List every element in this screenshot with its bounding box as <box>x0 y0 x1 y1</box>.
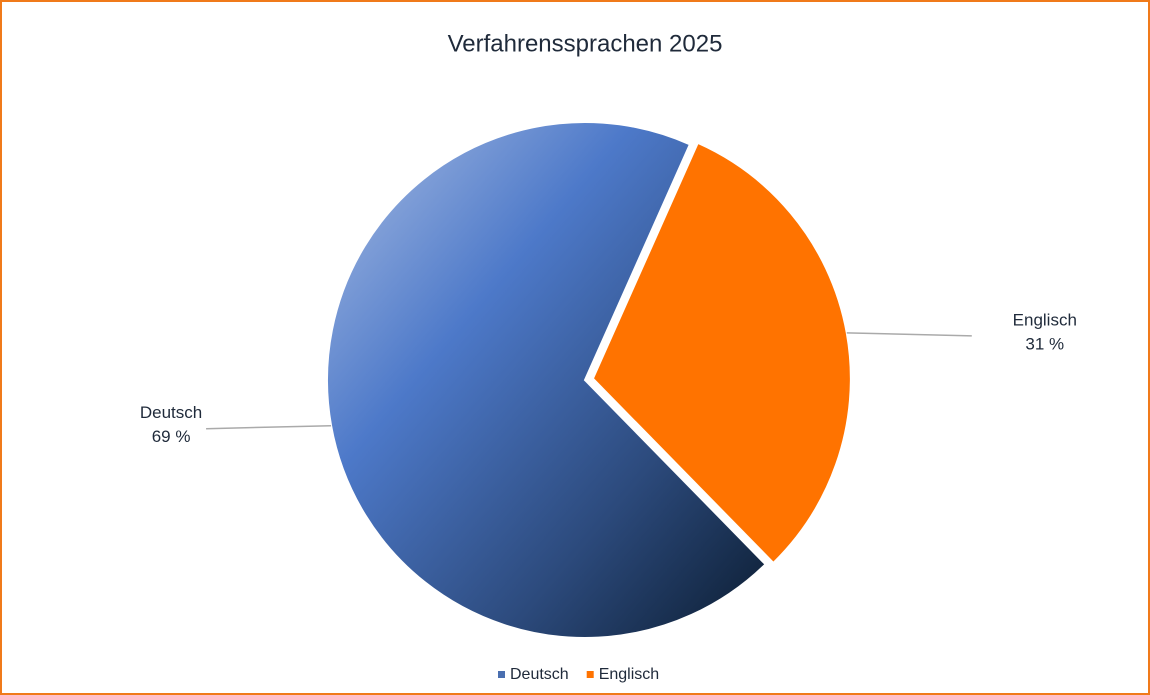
pie-slice <box>591 141 852 565</box>
leader-line <box>846 332 972 337</box>
slice-label: Englisch <box>1013 310 1077 329</box>
slice-value-label: 31 % <box>1025 334 1064 353</box>
legend-label: Deutsch <box>510 666 569 683</box>
chart-title: Verfahrenssprachen 2025 <box>448 30 723 57</box>
leader-line <box>206 424 332 430</box>
legend-swatch <box>498 671 505 678</box>
slice-value-label: 69 % <box>152 427 191 446</box>
pie-slice <box>326 121 767 639</box>
legend-swatch <box>586 671 594 678</box>
slice-label: Deutsch <box>140 403 202 422</box>
legend-label: Englisch <box>599 666 659 683</box>
